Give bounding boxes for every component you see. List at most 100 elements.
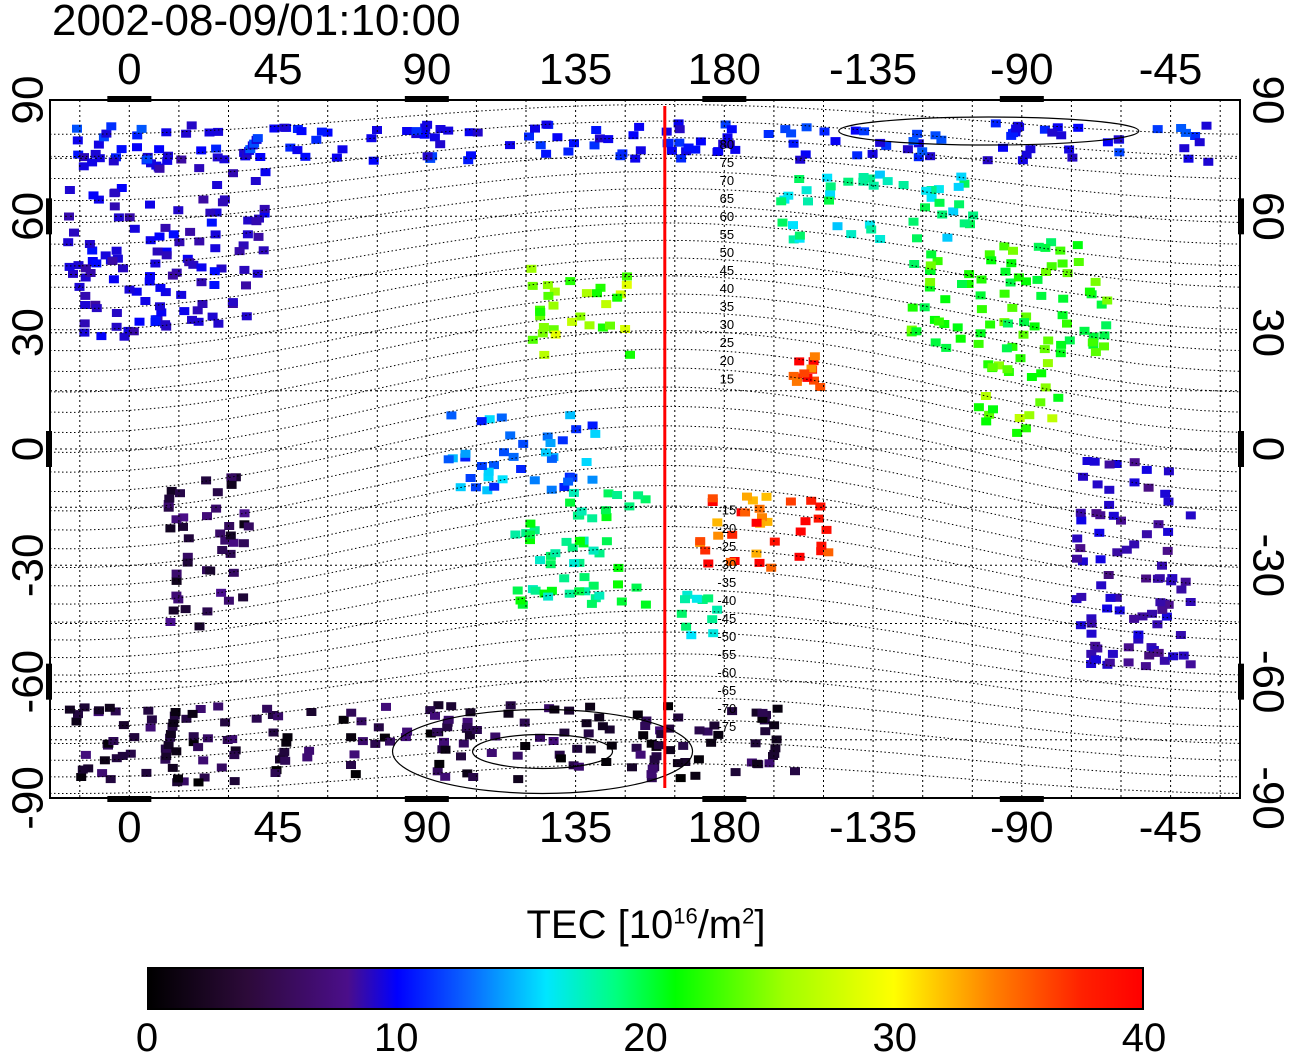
- tec-cell: [166, 618, 176, 626]
- tec-cell: [587, 600, 597, 608]
- contour-label: -75: [717, 719, 736, 734]
- tec-cell: [680, 595, 690, 603]
- tec-cell: [251, 177, 261, 185]
- tec-cell: [1114, 135, 1124, 143]
- tec-cell: [535, 308, 545, 316]
- tec-cell: [912, 234, 922, 242]
- tec-cell: [526, 265, 536, 273]
- tec-cell: [194, 237, 204, 245]
- tec-cell: [162, 251, 172, 259]
- tec-cell: [224, 522, 234, 530]
- tec-cell: [792, 378, 802, 386]
- tec-cell: [601, 300, 611, 308]
- tec-cell: [752, 760, 762, 768]
- tec-cell: [244, 522, 254, 530]
- tec-cell: [153, 248, 163, 256]
- tec-cell: [235, 247, 245, 255]
- tec-cell: [1179, 652, 1189, 660]
- tec-cell: [135, 318, 145, 326]
- tec-cell: [941, 344, 951, 352]
- tec-cell: [338, 145, 348, 153]
- tec-cell: [988, 363, 998, 371]
- tec-cell: [605, 322, 615, 330]
- tec-cell: [381, 703, 391, 711]
- tec-cell: [1202, 122, 1212, 130]
- tec-cell: [582, 289, 592, 297]
- tec-cell: [487, 749, 497, 757]
- tec-cell: [108, 737, 118, 745]
- tec-cell: [802, 123, 812, 131]
- tec-cell: [556, 754, 566, 762]
- tec-cell: [1091, 509, 1101, 517]
- tec-cell: [565, 499, 575, 507]
- tec-cell: [1094, 529, 1104, 537]
- tec-data-layer: [63, 119, 1213, 786]
- tec-cell: [1074, 258, 1084, 266]
- tec-cell: [799, 369, 809, 377]
- tec-cell: [461, 450, 471, 458]
- tec-cell: [1153, 575, 1163, 583]
- tec-cell: [227, 481, 237, 489]
- y-tick-label-left: -60: [4, 650, 53, 714]
- tec-cell: [239, 539, 249, 547]
- tec-cell: [953, 323, 963, 331]
- tec-cell: [977, 276, 987, 284]
- top-tick-bar: [1000, 96, 1044, 102]
- tec-cell: [613, 580, 623, 588]
- tec-cell: [627, 763, 637, 771]
- magnetic-latitude-contour: [50, 764, 1240, 794]
- tec-cell: [648, 765, 658, 773]
- y-tick-label-right: 90: [1244, 76, 1292, 125]
- tec-cell: [279, 124, 289, 132]
- tec-cell: [1076, 516, 1086, 524]
- tec-cell: [843, 178, 853, 186]
- tec-cell: [97, 769, 107, 777]
- tec-cell: [112, 309, 122, 317]
- tec-cell: [816, 542, 826, 550]
- tec-cell: [1160, 490, 1170, 498]
- tec-cell: [976, 291, 986, 299]
- tec-cell: [1186, 511, 1196, 519]
- tec-cell: [957, 280, 967, 288]
- tec-cell: [212, 181, 222, 189]
- x-tick-label-top: 135: [539, 45, 612, 94]
- tec-cell: [776, 197, 786, 205]
- tec-cell: [505, 431, 515, 439]
- tec-cell: [1085, 288, 1095, 296]
- tec-cell: [594, 714, 604, 722]
- tec-cell: [118, 752, 128, 760]
- tec-cell: [810, 352, 820, 360]
- contour-label: 20: [720, 353, 734, 368]
- tec-cell: [731, 768, 741, 776]
- x-tick-label-bottom: -90: [990, 803, 1054, 852]
- tec-cell: [565, 277, 575, 285]
- tec-cell: [194, 778, 204, 786]
- contour-label: -50: [717, 629, 736, 644]
- tec-cell: [662, 128, 672, 136]
- tec-cell: [926, 261, 936, 269]
- tec-cell: [339, 716, 349, 724]
- tec-cell: [80, 301, 90, 309]
- tec-cell: [1096, 581, 1106, 589]
- tec-cell: [1106, 594, 1116, 602]
- tec-cell: [306, 708, 316, 716]
- tec-cell: [602, 537, 612, 545]
- tec-cell: [617, 149, 627, 157]
- tec-cell: [211, 145, 221, 153]
- right-tick-bar: [1238, 198, 1244, 234]
- tec-cell: [86, 269, 96, 277]
- tec-cell: [869, 182, 879, 190]
- colorbar-title: TEC [1016/m2]: [0, 902, 1292, 948]
- tec-cell: [218, 198, 228, 206]
- tec-cell: [238, 593, 248, 601]
- tec-cell: [833, 222, 843, 230]
- tec-cell: [981, 417, 991, 425]
- tec-cell: [1130, 478, 1140, 486]
- tec-cell: [770, 744, 780, 752]
- tec-cell: [181, 605, 191, 613]
- tec-cell: [1142, 466, 1152, 474]
- tec-cell: [960, 219, 970, 227]
- tec-cell: [1129, 615, 1139, 623]
- tec-cell: [69, 229, 79, 237]
